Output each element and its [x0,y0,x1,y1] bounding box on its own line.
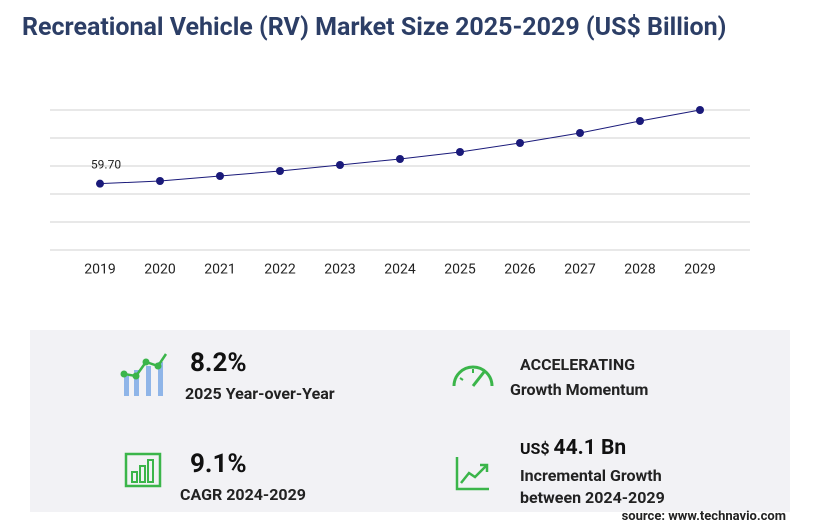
growth-icon [455,457,489,491]
stat-label: Incremental Growth [520,466,662,485]
point [516,139,524,147]
x-tick-label: 2022 [264,262,296,278]
x-tick-label: 2027 [564,262,596,278]
x-tick-label: 2019 [84,262,115,278]
yoy-icon [120,353,168,396]
x-tick-label: 2025 [444,262,476,278]
source: source: www.technavio.com [621,509,786,524]
point [456,148,464,156]
point [696,106,704,114]
cagr-icon [124,452,162,488]
x-tick-label: 2029 [684,262,715,278]
stat-label: Growth Momentum [510,380,649,399]
point [336,161,344,169]
x-tick-label: 2024 [384,262,416,278]
point [396,155,404,163]
stat-value-group: US$ 44.1 Bn [520,436,626,460]
stat-label: 2025 Year-over-Year [185,384,335,403]
x-tick-label: 2023 [324,262,355,278]
x-tick-label: 2028 [624,262,656,278]
highlights-panel [30,330,790,512]
line [99,109,701,185]
point [96,179,104,188]
x-tick-label: 2021 [204,262,235,278]
value-label: 59.70 [91,158,121,172]
stat-value: 8.2% [190,348,247,378]
point [636,117,644,125]
chart-title: Recreational Vehicle (RV) Market Size 20… [22,13,727,42]
stat-label: between 2024-2029 [520,488,665,507]
point [156,177,164,185]
x-tick-label: 2020 [144,262,176,278]
stat-value: ACCELERATING [520,355,636,374]
stat-prefix: US$ [520,439,550,458]
gauge-icon [452,365,494,387]
point [216,172,224,180]
stat-value: 44.1 Bn [553,436,627,460]
stat-value: 9.1% [190,449,247,479]
chart: 2019 2020 2021 2022 2023 2024 2025 2026 2027 2028… [50,106,750,278]
x-tick-label: 2026 [504,262,536,278]
point [276,167,284,175]
stat-label: CAGR 2024-2029 [180,485,306,504]
point [576,129,584,137]
